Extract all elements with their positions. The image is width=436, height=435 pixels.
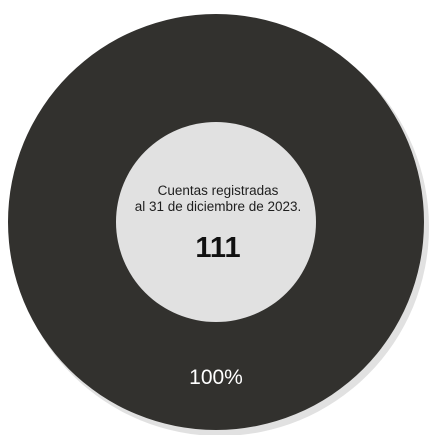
donut-data-label-0: 100% — [189, 366, 243, 389]
center-caption-line-1: Cuentas registradas — [157, 183, 279, 198]
donut-slice-0 — [8, 14, 424, 430]
center-caption: Cuentas registradas al 31 de diciembre d… — [118, 183, 318, 215]
center-caption-line-2: al 31 de diciembre de 2023. — [134, 199, 302, 214]
center-total-value: 111 — [195, 232, 241, 264]
